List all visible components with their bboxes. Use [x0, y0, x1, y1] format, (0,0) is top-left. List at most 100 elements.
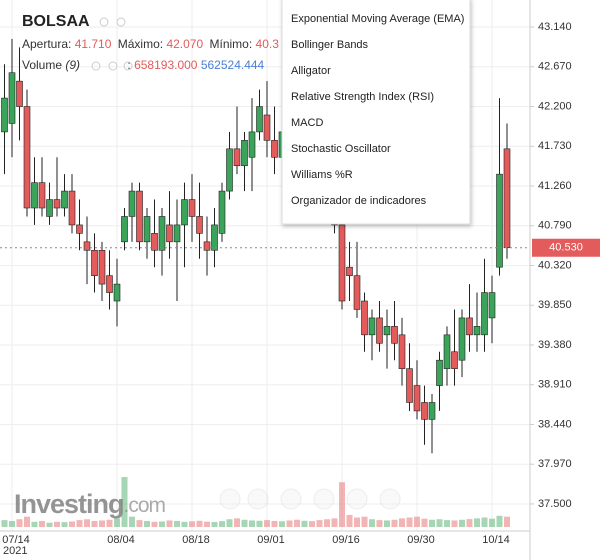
menu-item[interactable]: Williams %R — [291, 169, 353, 181]
candle-body — [31, 182, 38, 209]
menu-item[interactable]: Relative Strength Index (RSI) — [291, 91, 434, 103]
candle-body — [83, 241, 91, 251]
tool-button[interactable] — [379, 488, 401, 510]
eye-icon[interactable] — [99, 17, 109, 27]
candle-body — [503, 148, 511, 249]
volume-bar — [504, 516, 510, 527]
volume-bar — [204, 521, 210, 527]
logo-suffix: .com — [124, 494, 166, 517]
last-price-label: 40.530 — [549, 242, 583, 254]
x-tick-label: 07/14 — [2, 534, 30, 546]
candle-body — [436, 359, 443, 386]
volume-bar — [9, 520, 15, 527]
logo: Investing.com — [14, 489, 166, 519]
candle-body — [458, 317, 466, 361]
close-icon[interactable] — [123, 61, 133, 71]
candle-body — [488, 292, 496, 319]
menu-item[interactable]: Stochastic Oscillator — [291, 143, 391, 155]
volume-sep: : — [127, 58, 130, 72]
volume-bar — [384, 520, 390, 527]
tool-button[interactable] — [219, 488, 241, 510]
volume-bar — [264, 520, 270, 527]
candle-body — [361, 300, 368, 336]
candle-body — [38, 182, 46, 209]
candle-body — [173, 224, 181, 243]
candle-body — [53, 199, 61, 209]
x-tick-label: 08/04 — [107, 534, 135, 546]
volume-bar — [174, 520, 180, 527]
x-tick-label: 09/16 — [332, 534, 360, 546]
menu-item[interactable]: Exponential Moving Average (EMA) — [291, 13, 464, 25]
settings-icon[interactable] — [116, 17, 126, 27]
volume-bar — [151, 521, 158, 527]
volume-bar — [436, 519, 443, 527]
volume-bar — [354, 517, 360, 527]
candle-body — [1, 97, 8, 133]
y-tick-label: 40.790 — [538, 220, 572, 232]
open-value: 41.710 — [75, 37, 112, 51]
volume-bar — [459, 519, 465, 527]
volume-bar — [1, 520, 8, 527]
candle-body — [106, 275, 113, 293]
volume-bar — [39, 520, 45, 527]
candle-body — [481, 292, 488, 336]
volume-bar — [144, 520, 150, 527]
volume-bar — [219, 521, 225, 527]
menu-item[interactable]: Alligator — [291, 65, 331, 77]
volume-bar — [451, 520, 458, 527]
candle-body — [421, 402, 428, 420]
volume-bar — [369, 519, 375, 527]
candle-body — [181, 199, 188, 226]
candle-body — [271, 140, 278, 158]
axes: 37.500 37.970 38.440 38.910 39.380 39.850 40.3… — [0, 21, 600, 557]
y-tick-label: 39.850 — [538, 299, 572, 311]
volume-bar — [429, 519, 435, 527]
candle-body — [443, 334, 451, 369]
tool-button[interactable] — [346, 488, 368, 510]
menu-item[interactable]: MACD — [291, 117, 323, 129]
y-tick-label: 37.970 — [538, 458, 572, 470]
indicator-menu: Exponential Moving Average (EMA) Bollinge… — [281, 0, 471, 225]
candle-body — [128, 190, 136, 217]
volume-ma: 562524.444 — [201, 58, 265, 72]
volume-bar — [61, 522, 68, 527]
candle-body — [398, 334, 406, 369]
y-tick-label: 41.260 — [538, 180, 572, 192]
tool-button[interactable] — [313, 488, 335, 510]
y-tick-label: 39.380 — [538, 339, 572, 351]
candle-body — [8, 72, 16, 124]
candle-body — [91, 249, 98, 276]
candle-body — [233, 148, 241, 167]
volume-bar — [466, 519, 473, 527]
tool-button[interactable] — [247, 488, 269, 510]
settings-icon[interactable] — [108, 61, 118, 71]
candle-body — [383, 326, 391, 336]
y-tick-label: 42.200 — [538, 100, 572, 112]
menu-item[interactable]: Organizador de indicadores — [291, 195, 427, 207]
volume-bar — [99, 520, 105, 527]
candle-body — [256, 106, 263, 133]
volume-bar — [481, 517, 488, 527]
volume-bar — [294, 519, 300, 527]
candle-body — [98, 249, 106, 285]
volume-bar — [249, 520, 255, 527]
volume-bar — [414, 516, 420, 527]
candle-body — [121, 216, 128, 243]
tool-button[interactable] — [280, 488, 302, 510]
volume-bar — [406, 517, 413, 527]
volume-bar — [226, 519, 233, 527]
candle-body — [76, 224, 83, 234]
menu-item[interactable]: Bollinger Bands — [291, 39, 369, 51]
eye-icon[interactable] — [91, 61, 101, 71]
volume-bar — [444, 520, 450, 527]
volume-bar — [121, 477, 128, 527]
open-label: Apertura: — [22, 37, 71, 51]
volume-bar — [54, 521, 60, 527]
volume-bar — [346, 514, 353, 527]
volume-line: Volume (9) : 658193.000 562524.444 — [22, 58, 265, 72]
volume-bar — [76, 520, 83, 527]
candle-body — [376, 317, 383, 344]
candle-body — [218, 190, 226, 234]
volume-bar — [496, 515, 503, 527]
candle-body — [473, 326, 481, 336]
